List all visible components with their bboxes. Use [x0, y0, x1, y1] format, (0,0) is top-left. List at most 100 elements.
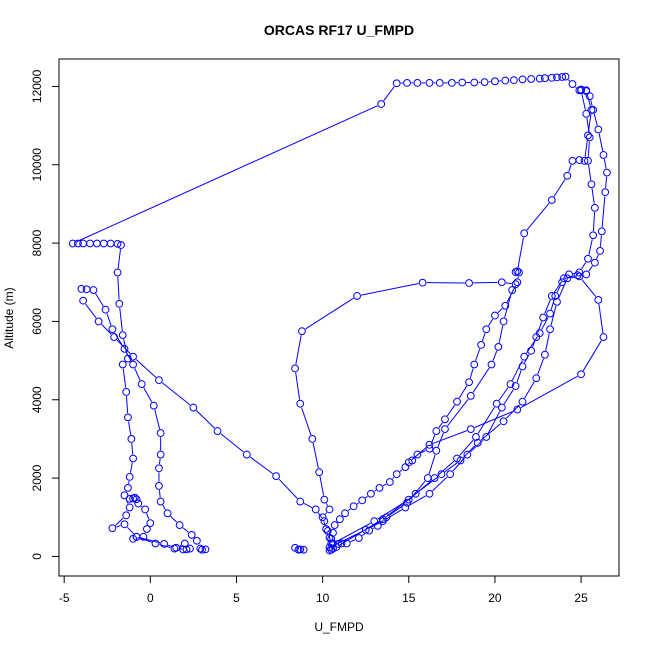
x-tick-label: 0 — [147, 591, 154, 605]
series-line-segment — [128, 421, 132, 435]
series-line-segment — [143, 387, 153, 403]
data-point — [432, 446, 441, 455]
series-line-segment — [503, 389, 514, 405]
data-point — [584, 131, 592, 140]
series-line-segment — [553, 281, 562, 293]
series-line-segment — [325, 503, 329, 506]
series-line-segment — [140, 537, 152, 543]
series-line-segment — [333, 531, 363, 547]
series-line-segment — [196, 410, 215, 429]
series-line-segment — [506, 285, 516, 303]
series-line-segment — [392, 476, 395, 480]
data-point — [413, 78, 422, 87]
data-point — [561, 72, 570, 81]
data-point — [447, 78, 456, 87]
data-point — [472, 433, 480, 441]
data-point — [441, 415, 449, 424]
series-line-segment — [122, 368, 127, 388]
series-5 — [77, 285, 210, 554]
data-point — [141, 505, 150, 514]
data-point — [511, 280, 520, 289]
series-line-segment — [131, 443, 134, 455]
series-line-segment — [119, 307, 123, 332]
data-point — [137, 380, 146, 388]
series-line-segment — [505, 282, 512, 285]
series-line-segment — [372, 527, 375, 529]
series-line-segment — [586, 95, 591, 107]
data-point — [404, 458, 413, 467]
data-point — [272, 472, 281, 481]
series-line-segment — [601, 196, 606, 228]
data-point — [506, 380, 515, 388]
series-line-segment — [553, 178, 566, 197]
data-point — [473, 438, 482, 447]
data-point — [577, 370, 585, 379]
series-line-segment — [386, 509, 403, 520]
series-line-segment — [511, 360, 523, 381]
series-line-segment — [385, 495, 413, 518]
series-line-segment — [134, 368, 141, 381]
series-layer — [68, 72, 611, 555]
series-line-segment — [383, 86, 395, 101]
data-point — [499, 417, 508, 426]
data-point — [142, 525, 151, 533]
data-point — [453, 397, 461, 406]
series-6 — [79, 296, 337, 555]
data-point — [130, 493, 139, 502]
series-line-segment — [498, 387, 509, 401]
data-point — [582, 86, 591, 95]
data-point — [320, 495, 329, 504]
series-line-segment — [95, 293, 104, 307]
data-point — [327, 539, 336, 548]
series-line-segment — [588, 239, 593, 255]
data-point — [590, 203, 599, 212]
data-point — [553, 297, 561, 306]
data-point — [563, 274, 572, 283]
data-point — [129, 360, 137, 369]
series-line-segment — [593, 113, 598, 126]
plot-frame — [58, 58, 620, 577]
series-line-segment — [487, 411, 501, 434]
data-point — [532, 374, 541, 383]
series-line-segment — [356, 502, 360, 505]
data-point — [108, 325, 117, 334]
data-point — [465, 378, 473, 387]
data-point — [446, 470, 455, 479]
series-line-segment — [586, 117, 590, 134]
data-point — [366, 489, 375, 498]
data-point — [527, 346, 536, 355]
data-point — [117, 241, 125, 249]
series-line-segment — [592, 211, 596, 232]
y-axis-label: Altitude (m) — [2, 287, 16, 348]
series-line-segment — [550, 305, 557, 326]
data-point — [124, 413, 132, 422]
data-point — [298, 327, 306, 336]
data-point — [74, 239, 82, 248]
series-line-segment — [365, 495, 368, 499]
data-point — [520, 352, 529, 361]
series-line-segment — [126, 352, 132, 362]
data-point — [518, 397, 527, 406]
data-point — [155, 482, 163, 490]
data-point — [79, 239, 88, 248]
series-line-segment — [347, 508, 351, 512]
data-point — [370, 517, 379, 526]
y-tick-label: 12000 — [30, 69, 44, 103]
data-point — [501, 76, 510, 85]
data-point — [470, 78, 479, 87]
series-line-segment — [420, 450, 426, 454]
data-point — [596, 247, 604, 255]
data-point — [94, 317, 103, 326]
data-point — [311, 505, 320, 514]
data-point — [470, 360, 479, 369]
series-line-segment — [474, 410, 514, 428]
data-point — [463, 450, 472, 459]
series-line-segment — [336, 522, 371, 542]
data-point — [511, 268, 520, 276]
series-line-segment — [588, 265, 593, 272]
data-point — [456, 456, 465, 465]
series-line-segment — [603, 158, 607, 169]
data-point — [425, 444, 434, 453]
series-line-segment — [76, 105, 378, 243]
data-point — [187, 530, 196, 539]
